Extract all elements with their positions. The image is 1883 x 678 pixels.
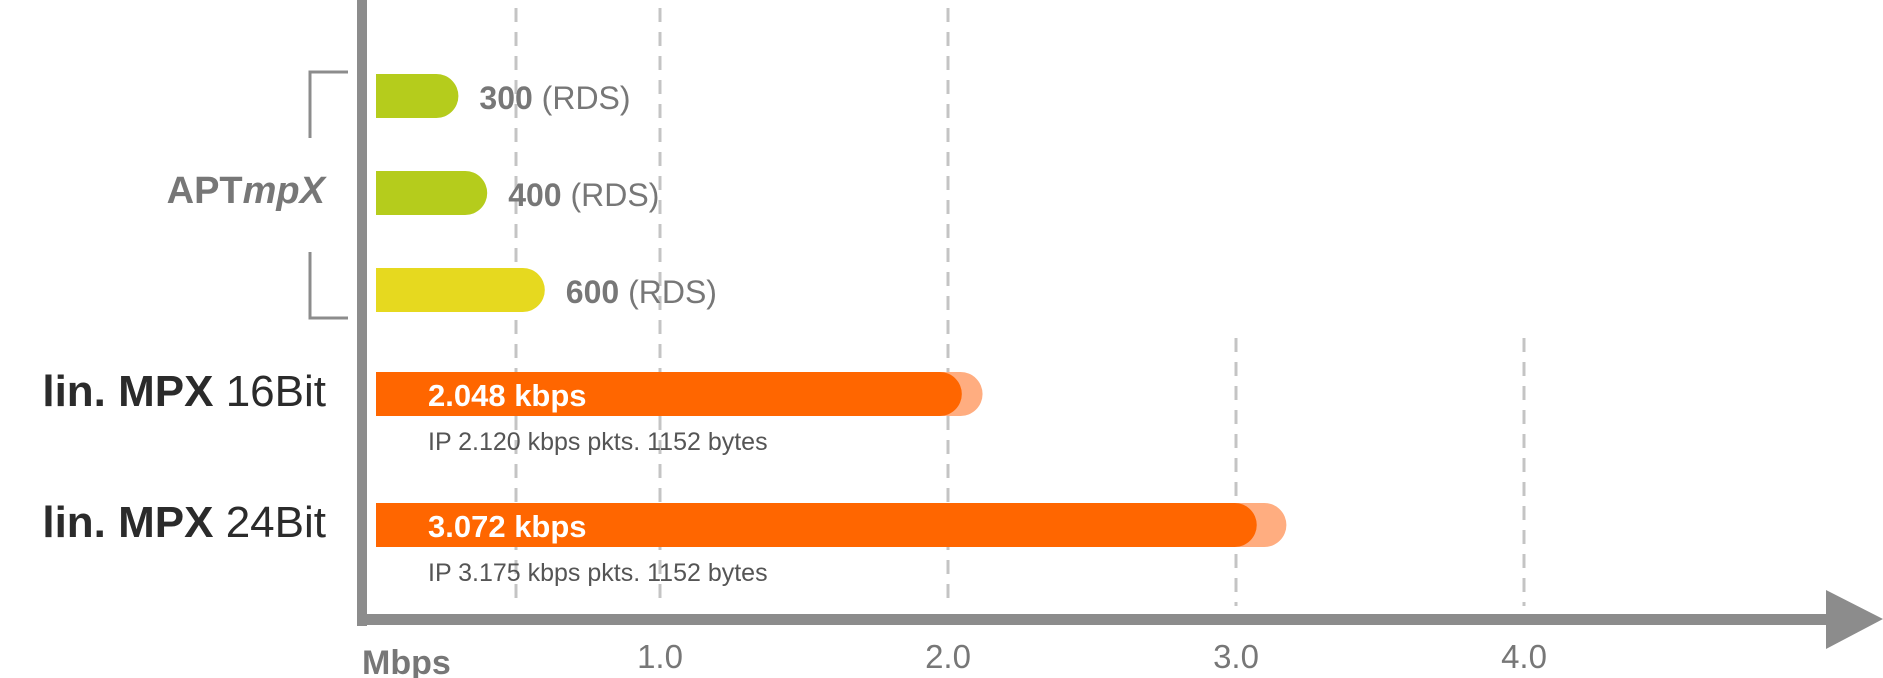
ip-note-24bit: IP 3.175 kbps pkts. 1152 bytes (428, 559, 768, 587)
x-tick-label-3-0: 3.0 (1213, 638, 1259, 675)
group-label-main: APT (167, 170, 243, 212)
ip-note-16bit: IP 2.120 kbps pkts. 1152 bytes (428, 428, 768, 456)
group-bracket-top (308, 70, 348, 138)
group-bracket-bottom (308, 252, 348, 320)
apt-bar-label-400: 400 (RDS) (508, 177, 659, 213)
row-label-bold: lin. MPX (42, 367, 213, 416)
apt-bar-label-600: 600 (RDS) (566, 274, 717, 310)
row-label-24bit: lin. MPX 24Bit (42, 498, 326, 547)
x-axis-arrow-icon (1826, 590, 1883, 649)
row-label-bold: lin. MPX (42, 498, 213, 547)
x-tick-label-4-0: 4.0 (1501, 638, 1547, 675)
group-label-italic: mpX (243, 170, 328, 212)
row-label-16bit: lin. MPX 16Bit (42, 367, 326, 416)
x-tick-label-1-0: 1.0 (637, 638, 683, 675)
row-label-normal: 16Bit (213, 367, 326, 416)
payload-bar-16bit (376, 372, 962, 416)
x-axis (357, 614, 1827, 625)
apt-bar-unit: (RDS) (562, 177, 660, 213)
group-label: APTmpX (167, 170, 328, 212)
payload-value-label-24bit: 3.072 kbps (428, 509, 587, 544)
apt-bar-300 (376, 74, 459, 118)
apt-bar-value: 300 (479, 80, 532, 116)
y-axis-lower (357, 338, 367, 626)
y-axis-upper (357, 0, 367, 340)
apt-bar-unit: (RDS) (619, 274, 717, 310)
x-tick-label-2-0: 2.0 (925, 638, 971, 675)
apt-bar-400 (376, 171, 488, 215)
apt-bar-value: 400 (508, 177, 561, 213)
payload-value-label-16bit: 2.048 kbps (428, 378, 587, 413)
apt-bar-600 (376, 268, 545, 312)
payload-bar-24bit (376, 503, 1257, 547)
apt-bar-label-300: 300 (RDS) (479, 80, 630, 116)
row-label-normal: 24Bit (213, 498, 326, 547)
apt-bar-value: 600 (566, 274, 619, 310)
apt-bar-unit: (RDS) (533, 80, 631, 116)
x-axis-label: Mbps (362, 644, 451, 678)
